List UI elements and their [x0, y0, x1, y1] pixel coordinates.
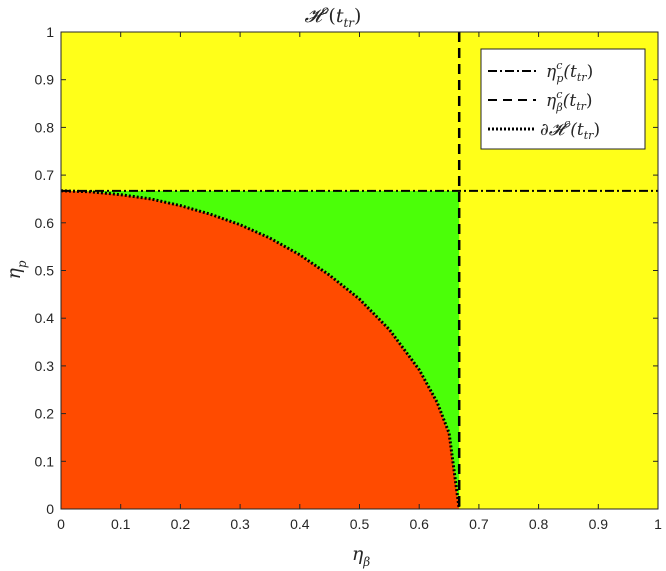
y-tick-label: 0.1 — [35, 453, 55, 469]
y-tick-label: 0.5 — [35, 263, 55, 279]
x-tick-label: 0.7 — [469, 516, 489, 532]
y-tick-label: 0.6 — [35, 215, 55, 231]
x-tick-label: 0.4 — [290, 516, 310, 532]
y-tick-label: 0.9 — [35, 72, 55, 88]
boundary-curve — [60, 189, 461, 510]
x-tick-label: 0.2 — [171, 516, 191, 532]
y-tick-label: 0.7 — [35, 167, 55, 183]
x-tick-label: 0.9 — [589, 516, 609, 532]
x-tick-label: 0.8 — [529, 516, 549, 532]
chart-title: 𝓗c(ttr) — [305, 3, 362, 30]
axis-ticks: 0 0.1 0.2 0.3 0.4 0.5 0.6 0.7 0.8 0.9 1 0 0.1 0.2 0.3 0… — [35, 24, 663, 532]
x-tick-label: 0.1 — [111, 516, 131, 532]
y-tick-label: 0.4 — [35, 310, 55, 326]
x-tick-label: 0 — [57, 516, 65, 532]
legend-label-boundary: ∂𝓗c(ttr) — [540, 117, 600, 142]
legend: ηc p(ttr) ηc β(ttr) ∂𝓗c(ttr) — [480, 48, 646, 150]
y-tick-label: 0.8 — [35, 119, 55, 135]
y-tick-label: 0.2 — [35, 406, 55, 422]
y-tick-label: 0.3 — [35, 358, 55, 374]
x-tick-label: 0.6 — [409, 516, 429, 532]
y-tick-label: 1 — [46, 24, 54, 40]
legend-label-eta-beta: ηc β(ttr) — [546, 88, 593, 114]
x-axis-label: ηβ — [352, 543, 370, 569]
region-inner — [61, 190, 460, 510]
x-tick-label: 0.5 — [350, 516, 370, 532]
x-tick-label: 1 — [654, 516, 662, 532]
y-axis-label: ηp — [3, 260, 29, 279]
y-tick-label: 0 — [46, 501, 54, 517]
legend-label-eta-p: ηc p(ttr) — [546, 59, 593, 85]
x-tick-label: 0.3 — [230, 516, 250, 532]
